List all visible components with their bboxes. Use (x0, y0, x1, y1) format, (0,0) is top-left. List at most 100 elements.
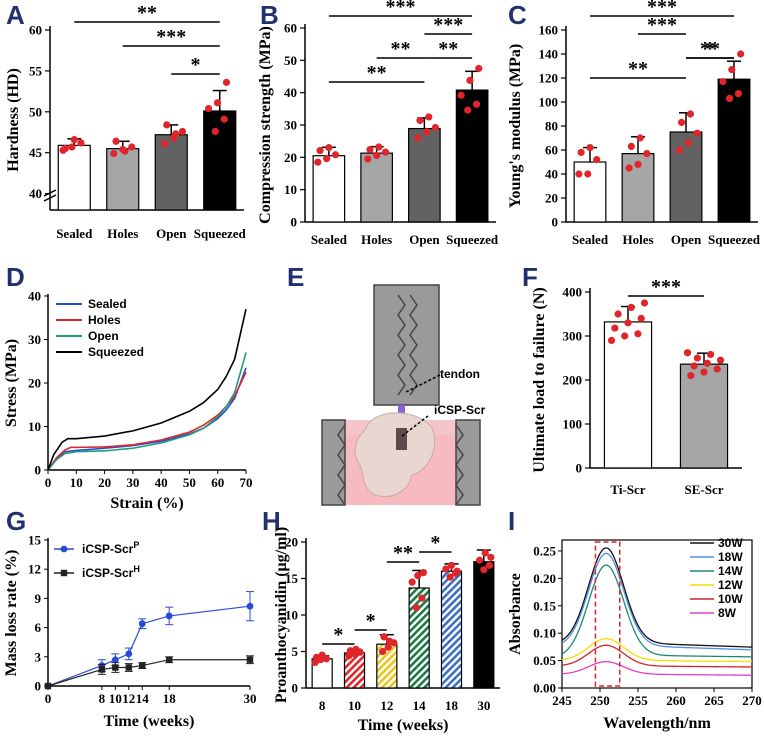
data-point-B (323, 155, 331, 163)
data-point-F (703, 359, 711, 367)
x-tick-label-A: Holes (107, 226, 138, 241)
y-tick-label-B: 40 (284, 85, 297, 100)
significance-label-H: * (430, 532, 440, 554)
data-point-A (163, 121, 171, 129)
data-point-B (364, 155, 372, 163)
data-point-B (472, 100, 481, 108)
significance-label-A: *** (156, 26, 186, 48)
data-point-F (683, 349, 692, 357)
panel-label-f: F (522, 262, 538, 292)
data-point-A (110, 149, 118, 158)
legend-marker-GH (60, 569, 68, 577)
x-tick-label-A: Squeezed (194, 226, 247, 241)
y-tick-label-A: 40 (29, 186, 42, 201)
bar-B-Squeezed (455, 89, 489, 223)
data-point-C (725, 94, 734, 102)
tendon-label: tendon (440, 367, 480, 381)
data-point-A (77, 139, 85, 147)
marker-GH (246, 656, 254, 663)
data-point-H (412, 604, 420, 612)
spectrum-10W (561, 644, 753, 668)
series-line-Squeezed (47, 308, 247, 471)
data-point-C (684, 139, 692, 147)
data-point-C (586, 144, 594, 152)
x-tick-label-D: 30 (126, 475, 139, 490)
spectrum-18W (561, 552, 753, 651)
legend-superscript: P (133, 540, 139, 550)
axis-break-a (43, 189, 57, 197)
y-tick-label-C: 0 (552, 215, 559, 230)
data-point-C (634, 160, 642, 168)
significance-label-B: *** (433, 14, 463, 36)
data-point-C (728, 66, 736, 74)
x-tick-label-H: 10 (348, 698, 361, 713)
data-point-H (453, 567, 461, 575)
x-tick-label-H: 30 (477, 698, 490, 713)
screw-pointer (401, 415, 429, 437)
x-tick-label-A: Sealed (56, 226, 93, 241)
significance-label-C: *** (647, 0, 677, 18)
y-axis-label-A: Hardness (HD) (5, 68, 22, 172)
significance-label-F: *** (651, 276, 681, 298)
y-tick-label-D: 10 (28, 419, 41, 434)
data-point-A (178, 127, 187, 136)
y-tick-label-I: 0.20 (533, 571, 556, 586)
panel-label-a: A (6, 0, 25, 30)
panel-label-i: I (508, 506, 515, 536)
data-point-C (737, 50, 745, 58)
data-point-A (172, 130, 180, 138)
lower-clamp-right (455, 419, 481, 506)
y-tick-label-H: 10 (285, 608, 298, 623)
data-point-H (442, 565, 450, 573)
bar-F-SE-Scr (679, 363, 729, 469)
y-tick-label-C: 40 (545, 167, 558, 182)
bar-B-Holes (360, 152, 393, 223)
data-point-F (621, 332, 629, 340)
data-point-F (637, 314, 645, 322)
data-point-C (575, 170, 583, 178)
axis-break-a (43, 194, 57, 202)
data-point-A (121, 147, 129, 155)
data-point-H (447, 561, 456, 569)
data-point-C (677, 118, 686, 126)
data-point-H (384, 643, 392, 651)
y-tick-label-A: 45 (29, 145, 43, 160)
data-point-B (325, 144, 333, 152)
data-point-B (466, 76, 474, 84)
data-point-H (408, 578, 416, 586)
data-point-B (375, 143, 383, 151)
data-point-B (316, 146, 324, 155)
series-line-Holes (47, 371, 247, 471)
x-tick-label-D: 10 (70, 475, 83, 490)
data-point-A (70, 136, 78, 144)
x-tick-label-G: 18 (163, 691, 177, 706)
legend-label-12W: 12W (718, 578, 743, 592)
bar-B-Open (408, 127, 441, 223)
y-tick-label-B: 50 (284, 53, 297, 68)
highlight-box-I (594, 541, 621, 687)
panel-e-schematic: E tendon iCSP-Scr (287, 262, 486, 506)
y-tick-label-H: 20 (285, 535, 298, 550)
x-tick-label-I: 260 (666, 693, 686, 708)
data-point-C (643, 150, 651, 158)
data-point-H (476, 556, 484, 564)
data-point-F (640, 299, 649, 307)
panel-label-h: H (262, 506, 281, 536)
y-tick-label-A: 55 (29, 63, 43, 78)
series-line-GP (47, 605, 251, 687)
x-tick-label-G: 0 (45, 691, 52, 706)
panel-label-b: B (260, 0, 279, 30)
y-tick-label-C: 100 (539, 95, 559, 110)
data-point-C (625, 164, 633, 172)
x-tick-label-D: 70 (240, 475, 253, 490)
marker-GH (139, 662, 146, 669)
x-tick-label-B: Holes (361, 232, 392, 247)
y-tick-label-C: 60 (545, 143, 558, 158)
y-tick-label-C: 20 (545, 191, 558, 206)
marker-GH (44, 682, 52, 690)
bar-A-Squeezed (203, 110, 237, 211)
significance-label-B: *** (386, 0, 416, 18)
panel-label-c: C (508, 0, 527, 30)
y-tick-label-B: 30 (284, 118, 297, 133)
data-point-H (352, 645, 360, 653)
